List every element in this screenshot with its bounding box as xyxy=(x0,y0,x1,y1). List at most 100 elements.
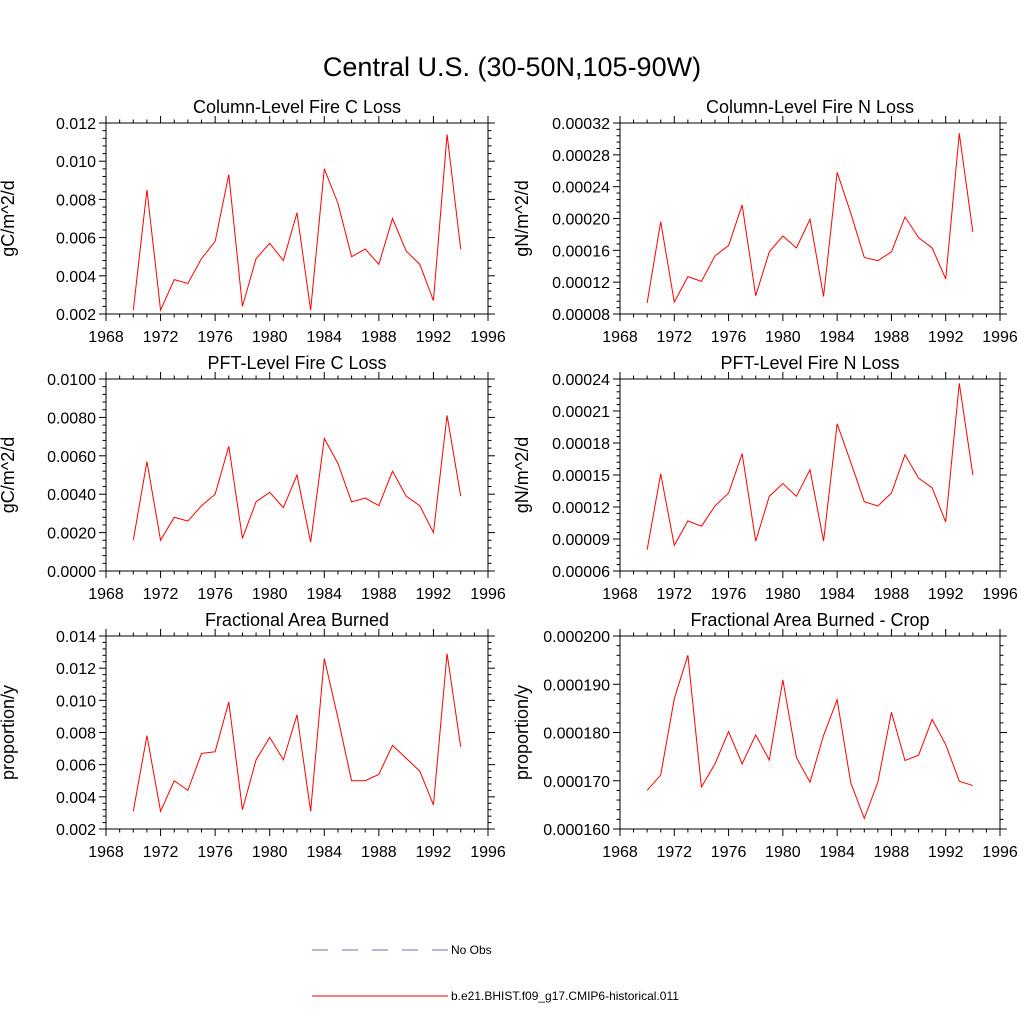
y-tick-label: 0.0000 xyxy=(47,564,96,581)
x-tick-label: 1980 xyxy=(252,329,288,346)
y-tick-label: 0.014 xyxy=(56,629,96,646)
y-tick-label: 0.00012 xyxy=(552,500,610,517)
x-tick-label: 1996 xyxy=(470,586,506,603)
x-tick-label: 1984 xyxy=(819,844,855,861)
series-line xyxy=(646,383,974,550)
y-tick-label: 0.00032 xyxy=(552,116,610,133)
y-tick-label: 0.012 xyxy=(56,116,96,133)
panel-title: Fractional Area Burned - Crop xyxy=(690,610,929,630)
x-tick-label: 1992 xyxy=(416,329,452,346)
x-tick-label: 1976 xyxy=(711,586,747,603)
y-tick-label: 0.0080 xyxy=(47,410,96,427)
x-tick-label: 1984 xyxy=(306,844,342,861)
y-tick-label: 0.000190 xyxy=(543,677,610,694)
y-tick-label: 0.012 xyxy=(56,661,96,678)
plot-frame xyxy=(619,635,1001,830)
chart-panel-2: PFT-Level Fire C Loss 1968 1972 1976 1980 198… xyxy=(0,353,506,603)
x-tick-label: 1980 xyxy=(252,844,288,861)
y-tick-label: 0.0040 xyxy=(47,487,96,504)
x-tick-label: 1976 xyxy=(711,329,747,346)
x-tick-label: 1980 xyxy=(765,586,801,603)
chart-panel-0: Column-Level Fire C Loss 1968 1972 1976 1980… xyxy=(0,97,506,346)
x-tick-label: 1968 xyxy=(88,586,124,603)
x-tick-label: 1972 xyxy=(143,329,179,346)
x-tick-label: 1988 xyxy=(361,329,397,346)
y-tick-label: 0.00012 xyxy=(552,275,610,292)
y-tick-label: 0.002 xyxy=(56,822,96,839)
chart-panel-1: Column-Level Fire N Loss 1968 1972 1976 1980… xyxy=(512,97,1018,346)
series-line xyxy=(132,653,462,813)
figure-title: Central U.S. (30-50N,105-90W) xyxy=(323,52,701,82)
x-tick-label: 1976 xyxy=(197,586,233,603)
x-tick-label: 1968 xyxy=(88,844,124,861)
y-tick-label: 0.00006 xyxy=(552,564,610,581)
y-tick-label: 0.00024 xyxy=(552,180,610,197)
x-tick-label: 1988 xyxy=(361,586,397,603)
x-tick-label: 1984 xyxy=(819,586,855,603)
panel-title: PFT-Level Fire N Loss xyxy=(720,353,899,373)
y-tick-label: 0.00016 xyxy=(552,243,610,260)
legend-label-model: b.e21.BHIST.f09_g17.CMIP6-historical.011 xyxy=(451,989,679,1003)
x-tick-label: 1996 xyxy=(982,844,1018,861)
chart-panel-3: PFT-Level Fire N Loss 1968 1972 1976 1980 198… xyxy=(512,353,1018,603)
y-tick-label: 0.000200 xyxy=(543,629,610,646)
plot-frame xyxy=(105,122,489,315)
panel-title: Column-Level Fire N Loss xyxy=(706,97,914,117)
legend: No Obs b.e21.BHIST.f09_g17.CMIP6-histori… xyxy=(312,943,679,1003)
x-tick-label: 1992 xyxy=(928,844,964,861)
x-tick-label: 1980 xyxy=(765,844,801,861)
x-tick-label: 1984 xyxy=(306,586,342,603)
x-tick-label: 1972 xyxy=(656,844,692,861)
y-tick-label: 0.010 xyxy=(56,154,96,171)
x-tick-label: 1996 xyxy=(470,844,506,861)
y-axis-label: gC/m^2/d xyxy=(0,180,18,256)
y-tick-label: 0.008 xyxy=(56,726,96,743)
x-tick-label: 1976 xyxy=(711,844,747,861)
y-tick-label: 0.000160 xyxy=(543,822,610,839)
series-line xyxy=(646,655,974,820)
y-tick-label: 0.000170 xyxy=(543,774,610,791)
x-tick-label: 1976 xyxy=(197,329,233,346)
legend-label-no-obs: No Obs xyxy=(451,943,492,957)
plot-frame xyxy=(105,635,489,830)
y-tick-label: 0.00009 xyxy=(552,532,610,549)
y-tick-label: 0.00018 xyxy=(552,436,610,453)
series-line xyxy=(132,415,462,543)
x-tick-label: 1984 xyxy=(306,329,342,346)
x-tick-label: 1992 xyxy=(928,586,964,603)
x-tick-label: 1980 xyxy=(252,586,288,603)
x-tick-label: 1996 xyxy=(982,586,1018,603)
series-line xyxy=(132,134,462,313)
y-tick-label: 0.002 xyxy=(56,307,96,324)
y-axis-label: gN/m^2/d xyxy=(512,180,532,256)
x-tick-label: 1976 xyxy=(197,844,233,861)
series-line xyxy=(646,133,974,304)
x-tick-label: 1968 xyxy=(602,844,638,861)
chart-panel-5: Fractional Area Burned - Crop 1968 1972 197… xyxy=(512,610,1018,861)
y-tick-label: 0.008 xyxy=(56,192,96,209)
x-tick-label: 1972 xyxy=(656,586,692,603)
x-tick-label: 1988 xyxy=(361,844,397,861)
x-tick-label: 1996 xyxy=(470,329,506,346)
y-tick-label: 0.004 xyxy=(56,269,96,286)
y-tick-label: 0.00015 xyxy=(552,468,610,485)
y-tick-label: 0.000180 xyxy=(543,726,610,743)
x-tick-label: 1992 xyxy=(416,586,452,603)
y-tick-label: 0.006 xyxy=(56,758,96,775)
x-tick-label: 1968 xyxy=(88,329,124,346)
y-tick-label: 0.0060 xyxy=(47,449,96,466)
plot-frame xyxy=(619,378,1001,572)
y-tick-label: 0.00008 xyxy=(552,307,610,324)
y-axis-label: gC/m^2/d xyxy=(0,437,18,513)
y-tick-label: 0.0100 xyxy=(47,372,96,389)
panels: Column-Level Fire C Loss 1968 1972 1976 1980… xyxy=(0,97,1018,861)
x-tick-label: 1992 xyxy=(416,844,452,861)
y-axis-label: proportion/y xyxy=(0,685,18,780)
y-tick-label: 0.00021 xyxy=(552,404,610,421)
y-tick-label: 0.006 xyxy=(56,231,96,248)
y-axis-label: proportion/y xyxy=(512,685,532,780)
x-tick-label: 1972 xyxy=(656,329,692,346)
panel-title: Column-Level Fire C Loss xyxy=(193,97,401,117)
x-tick-label: 1968 xyxy=(602,586,638,603)
